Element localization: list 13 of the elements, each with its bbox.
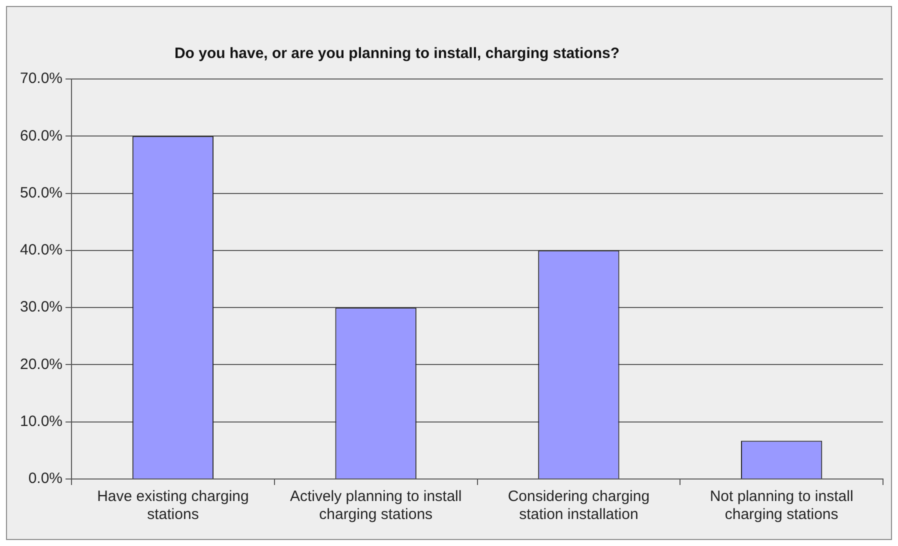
y-tick-label: 60.0% [20,127,63,144]
chart-title: Do you have, or are you planning to install, charging stations? [173,45,621,62]
x-tick-label: Have existing charging stations [97,488,249,524]
y-tick-label: 0.0% [28,470,63,488]
x-tick-label: Not planning to install charging stations [710,488,854,524]
y-tick-label: 30.0% [20,298,63,316]
x-tick-label: Actively planning to install charging stations [290,488,462,524]
y-tick-label: 10.0% [20,413,63,430]
x-tick-label: Considering charging station installation [508,488,650,524]
y-tick-label: 70.0% [20,70,63,88]
y-tick-label: 40.0% [20,242,63,259]
y-tick-label: 50.0% [20,184,63,202]
y-tick-label: 20.0% [20,356,63,373]
